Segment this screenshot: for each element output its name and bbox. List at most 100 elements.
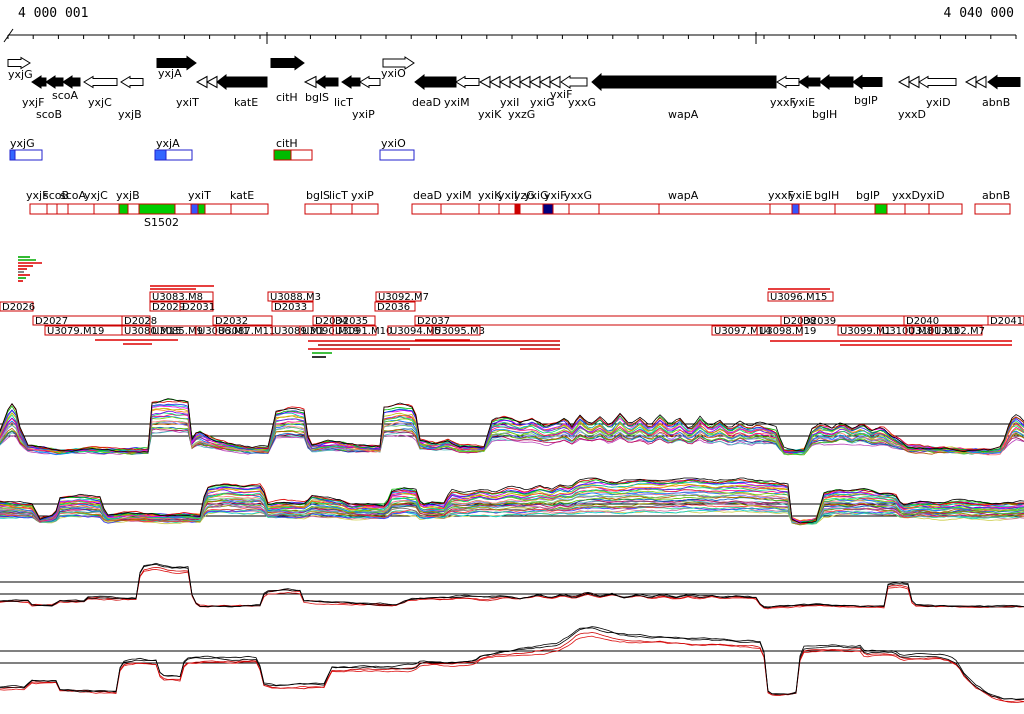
gene-arrow-yxxD[interactable] bbox=[897, 75, 910, 89]
gene-arrow-yxiG[interactable] bbox=[528, 75, 541, 89]
probe-box-D2032[interactable] bbox=[212, 315, 273, 326]
gene-arrow-bglP[interactable] bbox=[852, 74, 883, 90]
gene-arrow-scoA[interactable] bbox=[62, 75, 81, 89]
gene-arrow-scoB[interactable] bbox=[45, 75, 64, 89]
operon-segment[interactable] bbox=[519, 203, 544, 215]
operon-segment[interactable] bbox=[29, 203, 48, 215]
operon-segment[interactable] bbox=[798, 203, 836, 215]
probe-label-U3101.M3: U3101.M3 bbox=[908, 326, 959, 337]
probe-box-D2026[interactable] bbox=[0, 301, 34, 312]
probe-box-U3098.M19[interactable] bbox=[756, 325, 803, 336]
operon-segment[interactable] bbox=[769, 203, 793, 215]
gene-arrow-bglS2[interactable] bbox=[303, 75, 317, 89]
feature-label-yxiO: yxiO bbox=[381, 137, 406, 150]
gene-arrow-yxiC[interactable] bbox=[964, 75, 977, 89]
operon-segment[interactable] bbox=[411, 203, 442, 215]
operon-segment[interactable] bbox=[440, 203, 480, 215]
gene-arrow-yxjG[interactable] bbox=[7, 56, 31, 70]
signal-track-2-series bbox=[0, 491, 1024, 525]
gene-arrow-yxzG[interactable] bbox=[518, 75, 531, 89]
gene-arrow-yxiP[interactable] bbox=[359, 75, 381, 89]
operon-segment[interactable] bbox=[304, 203, 332, 215]
gene-arrow-citH[interactable] bbox=[270, 55, 305, 71]
gene-arrow-yxjF[interactable] bbox=[31, 75, 47, 89]
gene-arrow-yxiH[interactable] bbox=[508, 75, 521, 89]
probe-box-U3091.M10[interactable] bbox=[332, 325, 377, 336]
operon-segment[interactable] bbox=[56, 203, 69, 215]
gene-arrow-bglS[interactable] bbox=[315, 75, 339, 89]
operon-segment[interactable] bbox=[138, 203, 176, 215]
operon-segment[interactable] bbox=[974, 203, 1011, 215]
operon-segment[interactable] bbox=[658, 203, 771, 215]
operon-segment[interactable] bbox=[498, 203, 516, 215]
operon-segment[interactable] bbox=[568, 203, 600, 215]
feature-box-yxiO[interactable] bbox=[379, 149, 415, 161]
operon-segment[interactable] bbox=[204, 203, 232, 215]
gene-arrow-yxiT2[interactable] bbox=[205, 75, 218, 89]
gene-arrow-yxiO[interactable] bbox=[382, 56, 415, 70]
operon-segment[interactable] bbox=[478, 203, 500, 215]
operon-segment[interactable] bbox=[514, 203, 521, 215]
probe-box-U3092.M7[interactable] bbox=[375, 291, 422, 302]
gene-arrow-licT[interactable] bbox=[341, 75, 361, 89]
probe-box-U3083.M8[interactable] bbox=[149, 291, 214, 302]
gene-arrow-yxjA[interactable] bbox=[156, 55, 197, 71]
probe-box-U3096.M15[interactable] bbox=[767, 291, 834, 302]
gene-arrow-yxiT[interactable] bbox=[195, 75, 208, 89]
operon-segment[interactable] bbox=[46, 203, 58, 215]
gene-arrow-yxiF[interactable] bbox=[560, 75, 588, 89]
probe-box-U3088.M3[interactable] bbox=[267, 291, 314, 302]
gene-arrow-yxxD2[interactable] bbox=[907, 75, 920, 89]
operon-segment[interactable] bbox=[230, 203, 269, 215]
gene-label-wapA: wapA bbox=[668, 108, 699, 121]
operon-segment[interactable] bbox=[174, 203, 192, 215]
gene-arrow-yxiJ[interactable] bbox=[488, 75, 501, 89]
probe-box-D2028[interactable] bbox=[121, 315, 151, 326]
operon-segment[interactable] bbox=[542, 203, 554, 215]
probe-box-D2031[interactable] bbox=[179, 301, 214, 312]
probe-box-D2037[interactable] bbox=[414, 315, 782, 326]
gene-arrow-yxiM[interactable] bbox=[455, 75, 480, 89]
operon-segment[interactable] bbox=[118, 203, 129, 215]
operon-segment[interactable] bbox=[351, 203, 379, 215]
gene-arrow-yxjC[interactable] bbox=[83, 75, 118, 89]
gene-arrow-yxjB[interactable] bbox=[120, 75, 144, 89]
operon-segment[interactable] bbox=[874, 203, 888, 215]
probe-box-U3100.M8[interactable] bbox=[879, 325, 913, 336]
gene-arrow-yxiD[interactable] bbox=[918, 75, 957, 89]
probe-box-D2036[interactable] bbox=[374, 301, 416, 312]
gene-arrow-yxiK[interactable] bbox=[478, 75, 491, 89]
operon-segment[interactable] bbox=[552, 203, 570, 215]
probe-box-D2035[interactable] bbox=[332, 315, 376, 326]
gene-arrow-yxxG[interactable] bbox=[548, 75, 561, 89]
operon-segment[interactable] bbox=[886, 203, 906, 215]
operon-segment[interactable] bbox=[127, 203, 140, 215]
gene-arrow-wapA[interactable] bbox=[591, 72, 777, 92]
probe-box-D2041[interactable] bbox=[987, 315, 1024, 326]
operon-segment[interactable] bbox=[93, 203, 120, 215]
operon-segment[interactable] bbox=[197, 203, 206, 215]
gene-arrow-deaD[interactable] bbox=[414, 73, 457, 91]
gene-arrow-yxiI[interactable] bbox=[498, 75, 511, 89]
probe-box-U3102.M7[interactable] bbox=[931, 325, 983, 336]
gene-arrow-bglH[interactable] bbox=[819, 73, 854, 91]
operon-segment[interactable] bbox=[928, 203, 963, 215]
operon-segment[interactable] bbox=[904, 203, 930, 215]
operon-segment[interactable] bbox=[791, 203, 800, 215]
operon-segment[interactable] bbox=[190, 203, 199, 215]
gene-arrow-yxiG2[interactable] bbox=[538, 75, 551, 89]
operon-segment[interactable] bbox=[67, 203, 95, 215]
gene-arrow-yxxF[interactable] bbox=[776, 75, 800, 89]
operon-segment[interactable] bbox=[834, 203, 876, 215]
gene-arrow-abnB[interactable] bbox=[987, 74, 1021, 90]
gene-arrow-katE[interactable] bbox=[216, 73, 268, 91]
operon-segment[interactable] bbox=[598, 203, 660, 215]
signal-track-4-series bbox=[0, 632, 1024, 704]
probe-box-D2033[interactable] bbox=[271, 301, 314, 312]
operon-label-yxiT: yxiT bbox=[188, 189, 211, 202]
operon-segment[interactable] bbox=[330, 203, 353, 215]
gene-arrow-yxiB[interactable] bbox=[974, 75, 987, 89]
probe-box-U3095.M3[interactable] bbox=[431, 325, 481, 336]
gene-arrow-yxiE[interactable] bbox=[798, 75, 821, 89]
